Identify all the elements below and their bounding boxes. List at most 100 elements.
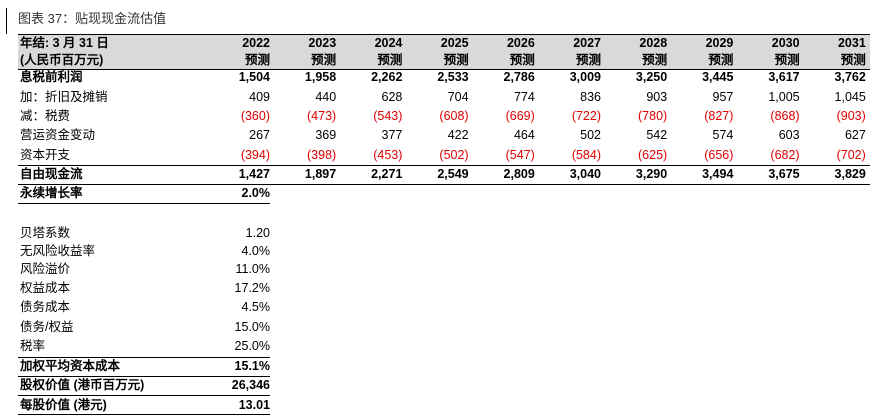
- year-sub: 预测: [377, 53, 403, 67]
- cell: (868): [770, 109, 800, 123]
- assumption-value: 15.1%: [234, 359, 270, 373]
- assumption-label: 税率: [20, 339, 46, 353]
- cell: (903): [836, 109, 866, 123]
- cell: 704: [447, 90, 469, 104]
- rule: [18, 395, 270, 396]
- cell: (722): [571, 109, 601, 123]
- year-sub: 预测: [774, 53, 800, 67]
- cell: 1,427: [238, 167, 270, 181]
- year: 2028: [639, 36, 668, 50]
- cell: (608): [439, 109, 469, 123]
- row-label: 息税前利润: [20, 70, 83, 84]
- assumption-value: 26,346: [231, 378, 270, 392]
- cell: (398): [307, 148, 337, 162]
- cell: 3,040: [569, 167, 601, 181]
- rule: [18, 203, 270, 204]
- row-label: 永续增长率: [20, 186, 83, 200]
- title-rule: [6, 8, 7, 34]
- cell: 3,009: [569, 70, 601, 84]
- cell: 2,262: [371, 70, 403, 84]
- rule: [18, 165, 870, 166]
- cell: (360): [240, 109, 270, 123]
- cell: 3,290: [635, 167, 668, 181]
- cell: (625): [638, 148, 668, 162]
- cell: (473): [307, 109, 337, 123]
- cell: 267: [249, 128, 270, 142]
- cell: 3,494: [702, 167, 734, 181]
- cell: 1,045: [834, 90, 866, 104]
- cell: 603: [778, 128, 800, 142]
- year: 2031: [837, 36, 866, 50]
- year: 2024: [374, 36, 403, 50]
- cell: 1,005: [768, 90, 800, 104]
- cell: 1,897: [304, 167, 337, 181]
- cell: 369: [315, 128, 337, 142]
- cell: 836: [580, 90, 601, 104]
- cell: (669): [505, 109, 535, 123]
- rule: [18, 357, 270, 358]
- rule: [18, 414, 270, 415]
- assumption-label: 股权价值 (港币百万元): [20, 378, 145, 392]
- cell: (453): [373, 148, 403, 162]
- cell: 628: [381, 90, 403, 104]
- year: 2030: [771, 36, 800, 50]
- cell: 3,829: [834, 167, 866, 181]
- cell: 3,762: [834, 70, 866, 84]
- rule: [18, 184, 870, 185]
- rule: [18, 376, 270, 377]
- year: 2022: [242, 36, 270, 50]
- cell: 377: [381, 128, 403, 142]
- row-label: 营运资金变动: [20, 128, 96, 142]
- year: 2023: [308, 36, 337, 50]
- cell: 2.0%: [241, 186, 271, 200]
- cell: 3,617: [768, 70, 800, 84]
- cell: 2,809: [503, 167, 535, 181]
- assumption-value: 17.2%: [234, 281, 270, 295]
- header-band: [18, 34, 870, 70]
- year-sub: 预测: [642, 53, 668, 67]
- year-sub: 预测: [311, 53, 337, 67]
- year-sub: 预测: [509, 53, 535, 67]
- cell: (656): [704, 148, 734, 162]
- cell: 542: [646, 128, 668, 142]
- cell: (584): [571, 148, 601, 162]
- year: 2027: [573, 36, 601, 50]
- cell: (780): [638, 109, 668, 123]
- assumption-value: 25.0%: [234, 339, 270, 353]
- year: 2029: [705, 36, 734, 50]
- header-label: (人民币百万元): [20, 53, 104, 67]
- row-label: 自由现金流: [20, 167, 83, 181]
- assumption-label: 债务/权益: [20, 320, 74, 334]
- row-label: 资本开支: [20, 148, 71, 162]
- year-sub: 预测: [244, 53, 270, 67]
- year-sub: 预测: [443, 53, 469, 67]
- cell: (702): [836, 148, 866, 162]
- cell: 903: [646, 90, 668, 104]
- cell: 627: [844, 128, 866, 142]
- cell: 2,271: [371, 167, 403, 181]
- cell: (502): [439, 148, 469, 162]
- assumption-label: 债务成本: [20, 300, 71, 314]
- assumption-label: 每股价值 (港元): [20, 398, 107, 412]
- assumption-label: 风险溢价: [20, 262, 71, 276]
- cell: 1,504: [238, 70, 270, 84]
- assumption-label: 无风险收益率: [20, 244, 96, 258]
- assumption-value: 1.20: [245, 226, 270, 240]
- cell: 957: [712, 90, 734, 104]
- assumption-value: 4.0%: [241, 244, 271, 258]
- cell: (394): [240, 148, 270, 162]
- assumption-value: 15.0%: [234, 320, 270, 334]
- cell: 3,250: [635, 70, 668, 84]
- year: 2025: [440, 36, 469, 50]
- cell: 440: [315, 90, 337, 104]
- cell: (543): [373, 109, 403, 123]
- cell: 2,786: [503, 70, 535, 84]
- cell: (547): [505, 148, 535, 162]
- cell: 1,958: [304, 70, 337, 84]
- row-label: 减：税费: [20, 109, 71, 123]
- cell: (682): [770, 148, 800, 162]
- header-label: 年结: 3 月 31 日: [20, 36, 109, 50]
- cell: 3,445: [702, 70, 734, 84]
- assumption-value: 13.01: [238, 398, 270, 412]
